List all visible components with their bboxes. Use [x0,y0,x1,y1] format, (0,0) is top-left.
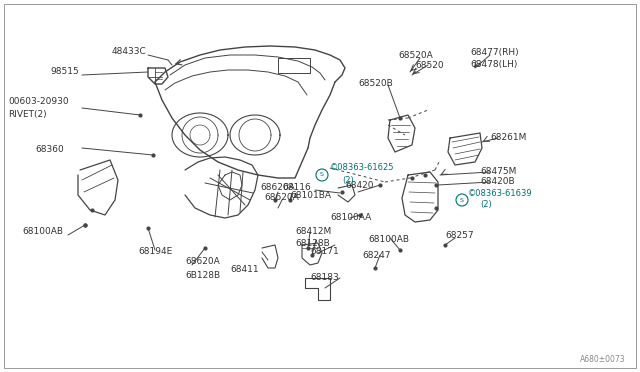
Text: 68101BA: 68101BA [290,190,331,199]
Text: 68128B: 68128B [295,240,330,248]
Text: 68100AB: 68100AB [368,235,409,244]
Text: 68360: 68360 [35,145,64,154]
Text: 68100AB: 68100AB [22,228,63,237]
Text: 68100AA: 68100AA [330,214,371,222]
Text: (2): (2) [342,176,354,185]
Text: 68620A: 68620A [264,193,299,202]
Text: 68620A: 68620A [185,257,220,266]
Text: S: S [460,198,464,202]
Text: 68116: 68116 [282,183,311,192]
Text: ©08363-61625: ©08363-61625 [330,164,394,173]
Text: 68171: 68171 [310,247,339,257]
Text: 00603-20930: 00603-20930 [8,97,68,106]
Text: S: S [320,173,324,177]
Text: 68412M: 68412M [295,228,332,237]
Text: 68520A: 68520A [398,51,433,60]
Text: RIVET(2): RIVET(2) [8,109,47,119]
Text: 68411: 68411 [230,266,259,275]
Text: 68257: 68257 [445,231,474,240]
Text: (2): (2) [480,201,492,209]
Text: 68194E: 68194E [138,247,172,257]
Text: 68478(LH): 68478(LH) [470,60,517,68]
Text: 68261M: 68261M [490,134,526,142]
Text: 6B128B: 6B128B [185,270,220,279]
Text: 68420B: 68420B [480,177,515,186]
Text: 68520B: 68520B [358,78,393,87]
Text: 68475M: 68475M [480,167,516,176]
Text: 48433C: 48433C [112,48,147,57]
Text: 68520: 68520 [415,61,444,70]
Text: ©08363-61639: ©08363-61639 [468,189,532,198]
Text: A680±0073: A680±0073 [580,356,626,365]
Text: 68620A: 68620A [260,183,295,192]
Text: 68477(RH): 68477(RH) [470,48,518,58]
Text: 98515: 98515 [50,67,79,77]
Text: 68247: 68247 [362,250,390,260]
Text: 68183: 68183 [310,273,339,282]
Text: 68420: 68420 [345,180,374,189]
